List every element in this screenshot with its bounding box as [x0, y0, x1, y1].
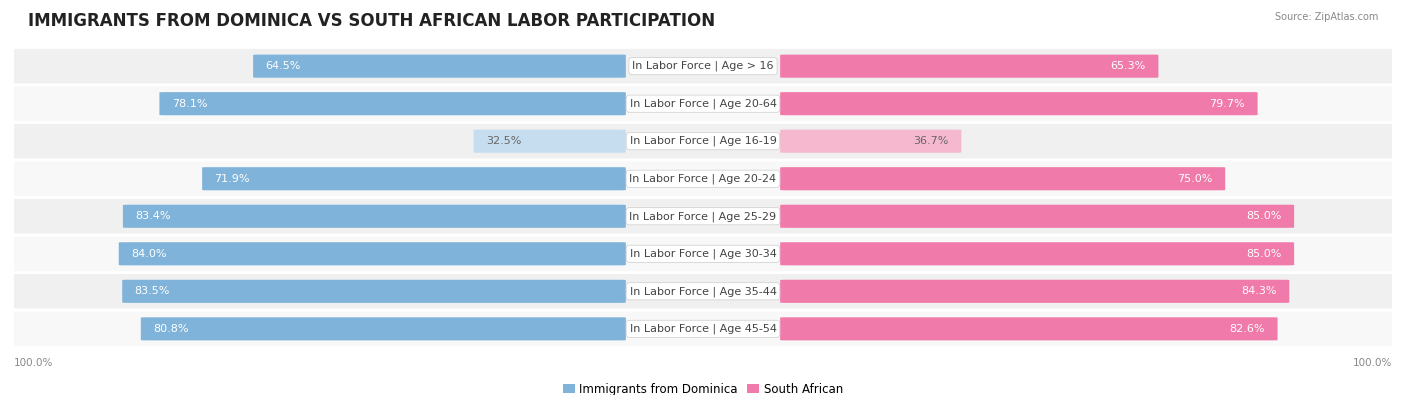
Text: 82.6%: 82.6%	[1230, 324, 1265, 334]
FancyBboxPatch shape	[474, 130, 626, 153]
FancyBboxPatch shape	[7, 199, 1399, 233]
FancyBboxPatch shape	[7, 49, 1399, 83]
Text: 85.0%: 85.0%	[1246, 211, 1282, 221]
Text: 85.0%: 85.0%	[1246, 249, 1282, 259]
Text: 80.8%: 80.8%	[153, 324, 188, 334]
Text: 84.3%: 84.3%	[1241, 286, 1277, 296]
Legend: Immigrants from Dominica, South African: Immigrants from Dominica, South African	[562, 383, 844, 395]
FancyBboxPatch shape	[122, 205, 626, 228]
Text: IMMIGRANTS FROM DOMINICA VS SOUTH AFRICAN LABOR PARTICIPATION: IMMIGRANTS FROM DOMINICA VS SOUTH AFRICA…	[28, 12, 716, 30]
FancyBboxPatch shape	[7, 124, 1399, 158]
Text: 79.7%: 79.7%	[1209, 99, 1246, 109]
FancyBboxPatch shape	[122, 280, 626, 303]
FancyBboxPatch shape	[7, 274, 1399, 308]
FancyBboxPatch shape	[780, 205, 1294, 228]
FancyBboxPatch shape	[780, 317, 1278, 340]
FancyBboxPatch shape	[780, 167, 1225, 190]
Text: In Labor Force | Age 25-29: In Labor Force | Age 25-29	[630, 211, 776, 222]
FancyBboxPatch shape	[118, 242, 626, 265]
Text: In Labor Force | Age 45-54: In Labor Force | Age 45-54	[630, 324, 776, 334]
Text: 36.7%: 36.7%	[914, 136, 949, 146]
FancyBboxPatch shape	[780, 242, 1294, 265]
FancyBboxPatch shape	[7, 87, 1399, 121]
FancyBboxPatch shape	[780, 92, 1257, 115]
Text: 83.4%: 83.4%	[135, 211, 170, 221]
Text: 84.0%: 84.0%	[131, 249, 167, 259]
Text: 75.0%: 75.0%	[1177, 174, 1213, 184]
Text: In Labor Force | Age 20-24: In Labor Force | Age 20-24	[630, 173, 776, 184]
FancyBboxPatch shape	[7, 312, 1399, 346]
Text: In Labor Force | Age 20-64: In Labor Force | Age 20-64	[630, 98, 776, 109]
FancyBboxPatch shape	[253, 55, 626, 78]
Text: 83.5%: 83.5%	[135, 286, 170, 296]
Text: In Labor Force | Age 30-34: In Labor Force | Age 30-34	[630, 248, 776, 259]
FancyBboxPatch shape	[202, 167, 626, 190]
Text: In Labor Force | Age > 16: In Labor Force | Age > 16	[633, 61, 773, 71]
FancyBboxPatch shape	[7, 162, 1399, 196]
FancyBboxPatch shape	[780, 130, 962, 153]
Text: 78.1%: 78.1%	[172, 99, 207, 109]
FancyBboxPatch shape	[7, 237, 1399, 271]
Text: In Labor Force | Age 16-19: In Labor Force | Age 16-19	[630, 136, 776, 147]
Text: In Labor Force | Age 35-44: In Labor Force | Age 35-44	[630, 286, 776, 297]
Text: 100.0%: 100.0%	[14, 358, 53, 368]
FancyBboxPatch shape	[780, 280, 1289, 303]
Text: Source: ZipAtlas.com: Source: ZipAtlas.com	[1274, 12, 1378, 22]
Text: 65.3%: 65.3%	[1111, 61, 1146, 71]
Text: 71.9%: 71.9%	[215, 174, 250, 184]
FancyBboxPatch shape	[141, 317, 626, 340]
Text: 64.5%: 64.5%	[266, 61, 301, 71]
Text: 100.0%: 100.0%	[1353, 358, 1392, 368]
Text: 32.5%: 32.5%	[486, 136, 522, 146]
FancyBboxPatch shape	[780, 55, 1159, 78]
FancyBboxPatch shape	[159, 92, 626, 115]
